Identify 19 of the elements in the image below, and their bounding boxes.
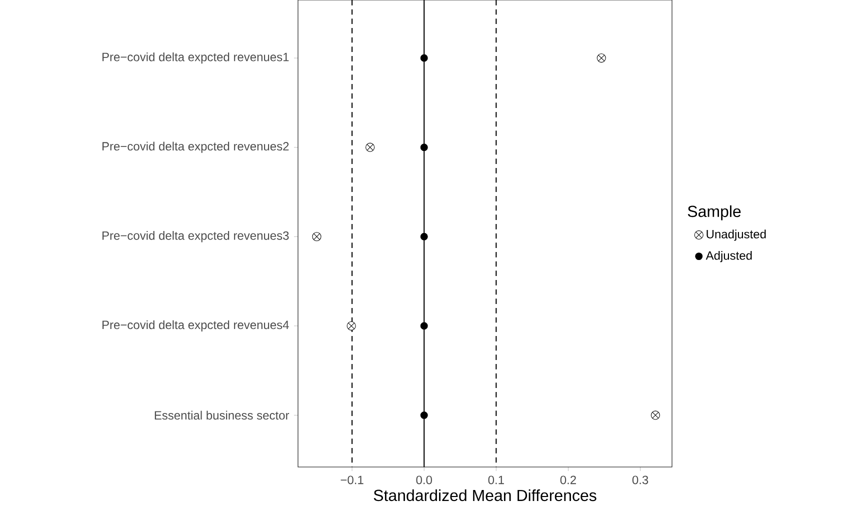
point [420,322,428,330]
x-tick-label: 0.1 [488,476,504,484]
y-tick-label: Pre−covid delta expcted revenues4 [102,320,289,332]
point [420,54,428,62]
point [420,232,428,240]
legend-title: Sample [688,205,741,220]
legend-label: Unadjusted [706,230,766,241]
x-axis-title: Standardized Mean Differences [374,489,596,502]
y-tick-label: Essential business sector [154,410,290,420]
x-tick-label: 0.0 [416,476,432,484]
point [420,144,428,152]
y-tick-label: Pre−covid delta expcted revenues2 [102,142,289,153]
y-tick-label: Pre−covid delta expcted revenues1 [102,52,289,64]
x-tick-label: 0.2 [560,476,576,484]
y-tick-label: Pre−covid delta expcted revenues3 [102,231,289,242]
x-tick-label: −0.1 [340,476,364,484]
point [420,411,428,419]
legend-label: Adjusted [706,250,752,262]
x-tick-label: 0.3 [632,476,648,484]
